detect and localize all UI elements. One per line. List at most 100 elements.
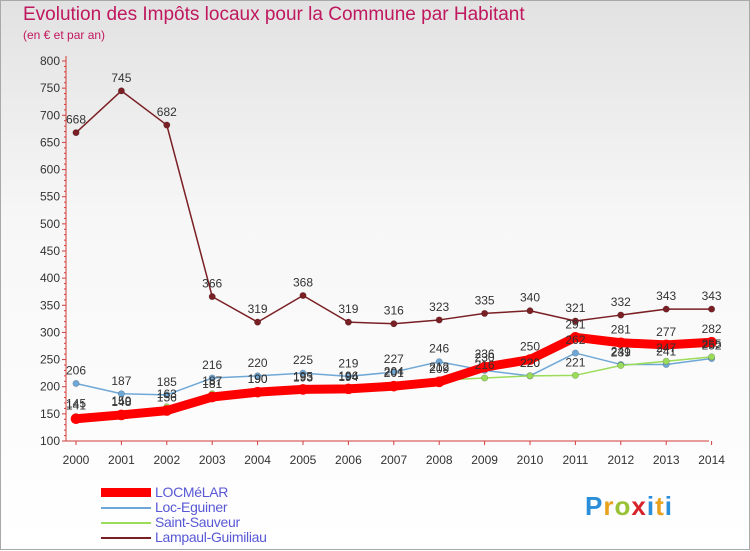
data-label: 185 — [157, 375, 177, 389]
data-point — [297, 384, 309, 395]
data-label: 319 — [248, 302, 268, 316]
data-point — [526, 307, 534, 315]
data-point — [390, 368, 398, 376]
y-tick-label: 400 — [40, 271, 60, 285]
data-point — [526, 372, 534, 380]
data-point — [524, 354, 536, 365]
x-tick-label: 2008 — [426, 453, 453, 467]
data-label: 323 — [429, 300, 449, 314]
data-point — [617, 362, 625, 370]
legend: LOCMéLAR Loc-Eguiner Saint-Sauveur Lampa… — [101, 484, 361, 545]
y-tick-label: 200 — [40, 380, 60, 394]
data-point — [163, 391, 171, 399]
data-point — [70, 413, 82, 425]
legend-item-lampaul-guimiliau: Lampaul-Guimiliau — [101, 529, 361, 545]
legend-label: Lampaul-Guimiliau — [155, 529, 267, 545]
data-label: 148 — [111, 395, 131, 409]
data-label: 220 — [520, 356, 540, 370]
x-tick-label: 2012 — [607, 453, 634, 467]
data-label: 668 — [66, 113, 86, 127]
data-label: 281 — [611, 323, 631, 337]
x-tick-label: 2004 — [244, 453, 271, 467]
data-point — [388, 380, 400, 392]
legend-item-loc-eguiner: Loc-Eguiner — [101, 499, 361, 515]
data-label: 262 — [565, 333, 585, 347]
data-point — [615, 337, 627, 349]
x-tick-label: 2014 — [698, 453, 725, 467]
y-tick-label: 300 — [40, 325, 60, 339]
data-point — [161, 405, 173, 416]
legend-swatch — [101, 522, 151, 524]
y-tick-label: 350 — [40, 298, 60, 312]
data-label: 340 — [520, 291, 540, 305]
data-label: 332 — [611, 295, 631, 309]
data-label: 221 — [565, 355, 585, 369]
data-point — [299, 369, 307, 377]
axes: 100 150 200 250 300 350 400 450 500 550 600 650 700 7… — [40, 54, 725, 467]
data-label: 206 — [66, 363, 86, 377]
x-tick-label: 2005 — [290, 453, 317, 467]
data-point — [208, 374, 216, 382]
data-label: 319 — [338, 302, 358, 316]
data-label: 187 — [111, 374, 131, 388]
series-line-lampaul-guimiliau — [75, 90, 713, 325]
data-label: 156 — [157, 391, 177, 405]
data-point — [116, 409, 127, 421]
data-label: 343 — [702, 289, 722, 303]
y-tick-label: 700 — [40, 108, 60, 122]
legend-swatch — [101, 488, 151, 497]
data-point — [481, 374, 489, 382]
data-label: 277 — [656, 325, 676, 339]
data-point — [435, 358, 443, 366]
chart-subtitle: (en € et par an) — [23, 28, 106, 42]
data-label: 209 — [429, 362, 449, 376]
series-lines — [70, 87, 717, 425]
y-tick-label: 550 — [40, 190, 60, 204]
data-point — [343, 383, 354, 395]
x-tick-label: 2001 — [108, 453, 135, 467]
data-label: 150 — [111, 394, 131, 408]
y-tick-label: 600 — [40, 163, 60, 177]
data-point — [72, 379, 80, 387]
data-point — [208, 293, 216, 301]
data-label: 745 — [111, 71, 131, 85]
data-point — [252, 386, 263, 398]
data-label: 187 — [202, 374, 222, 388]
x-tick-label: 2013 — [653, 453, 680, 467]
data-label: 216 — [475, 358, 495, 372]
data-label: 219 — [338, 356, 358, 370]
data-label: 212 — [429, 360, 449, 374]
data-label: 145 — [66, 397, 86, 411]
data-label: 343 — [656, 289, 676, 303]
data-label: 241 — [656, 344, 676, 358]
x-tick-label: 2003 — [199, 453, 226, 467]
data-point — [571, 317, 579, 325]
x-tick-label: 2006 — [335, 453, 362, 467]
data-point — [206, 391, 218, 403]
x-tick-label: 2007 — [380, 453, 407, 467]
y-tick-label: 500 — [40, 217, 60, 231]
data-label: 190 — [248, 372, 268, 386]
data-label: 241 — [611, 344, 631, 358]
data-label: 246 — [429, 342, 449, 356]
data-label: 220 — [248, 356, 268, 370]
y-tick-label: 750 — [40, 81, 60, 95]
data-labels: 668 745 682 366 319 368 319 316 323 335 340 321 332 3… — [66, 71, 722, 413]
data-label: 201 — [384, 366, 404, 380]
data-label: 239 — [611, 346, 631, 360]
x-tick-label: 2011 — [562, 453, 588, 467]
data-point — [390, 320, 398, 328]
data-label: 316 — [384, 304, 404, 318]
data-label: 250 — [520, 340, 540, 354]
y-tick-label: 800 — [40, 54, 60, 68]
y-tick-label: 100 — [40, 434, 60, 448]
data-label: 236 — [475, 347, 495, 361]
data-label: 291 — [565, 317, 585, 331]
data-label: 190 — [248, 372, 268, 386]
data-point — [72, 129, 80, 137]
data-point — [708, 353, 716, 361]
data-label: 216 — [202, 358, 222, 372]
x-tick-label: 2009 — [471, 453, 498, 467]
